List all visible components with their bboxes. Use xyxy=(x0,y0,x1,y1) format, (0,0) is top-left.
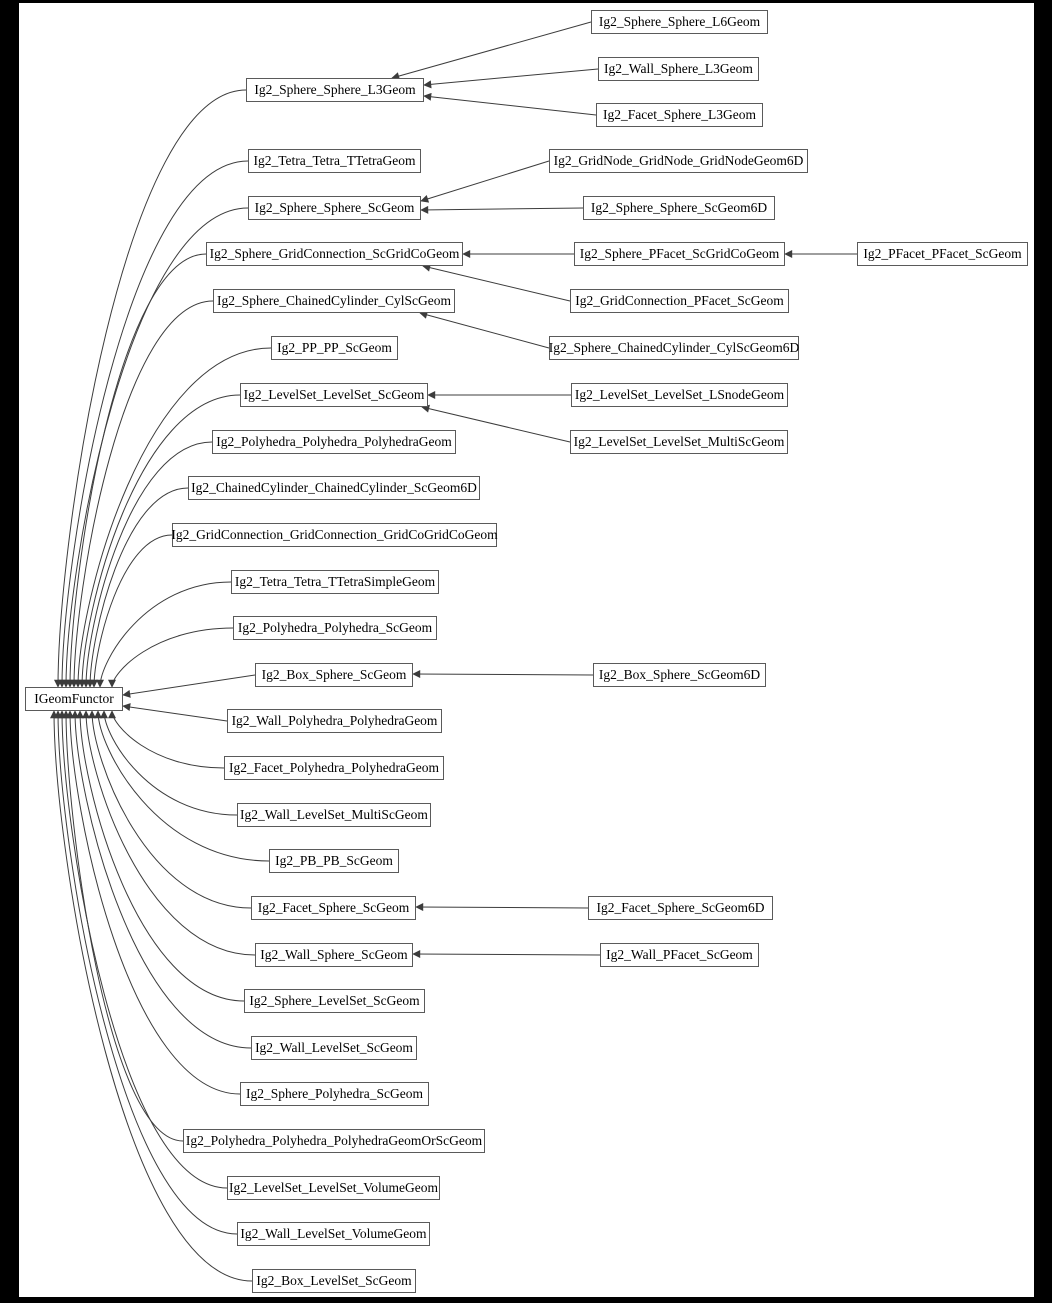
class-node[interactable]: Ig2_GridConnection_GridConnection_GridCo… xyxy=(171,523,498,547)
class-node[interactable]: Ig2_Wall_PFacet_ScGeom xyxy=(600,943,759,967)
class-node[interactable]: Ig2_Sphere_Polyhedra_ScGeom xyxy=(240,1082,429,1106)
class-node[interactable]: Ig2_Wall_Sphere_L3Geom xyxy=(598,57,759,81)
class-node[interactable]: Ig2_Box_Sphere_ScGeom xyxy=(255,663,413,687)
class-node[interactable]: Ig2_GridConnection_PFacet_ScGeom xyxy=(570,289,789,313)
class-node[interactable]: Ig2_Sphere_GridConnection_ScGridCoGeom xyxy=(206,242,463,266)
class-node[interactable]: Ig2_Wall_LevelSet_MultiScGeom xyxy=(237,803,431,827)
class-node[interactable]: Ig2_LevelSet_LevelSet_ScGeom xyxy=(240,383,428,407)
class-node[interactable]: Ig2_Sphere_Sphere_ScGeom xyxy=(248,196,421,220)
class-node[interactable]: Ig2_Tetra_Tetra_TTetraSimpleGeom xyxy=(231,570,439,594)
class-node[interactable]: Ig2_Sphere_PFacet_ScGridCoGeom xyxy=(574,242,785,266)
class-node[interactable]: Ig2_Facet_Polyhedra_PolyhedraGeom xyxy=(224,756,444,780)
class-node[interactable]: Ig2_PFacet_PFacet_ScGeom xyxy=(857,242,1028,266)
class-node[interactable]: Ig2_Sphere_Sphere_ScGeom6D xyxy=(583,196,775,220)
class-node[interactable]: Ig2_Facet_Sphere_ScGeom6D xyxy=(588,896,773,920)
diagram-canvas xyxy=(19,3,1034,1297)
class-node[interactable]: Ig2_Sphere_LevelSet_ScGeom xyxy=(244,989,425,1013)
class-node[interactable]: Ig2_Box_LevelSet_ScGeom xyxy=(252,1269,416,1293)
class-node[interactable]: Ig2_LevelSet_LevelSet_LSnodeGeom xyxy=(571,383,788,407)
class-node[interactable]: Ig2_Tetra_Tetra_TTetraGeom xyxy=(248,149,421,173)
class-node[interactable]: Ig2_Facet_Sphere_ScGeom xyxy=(251,896,416,920)
class-node[interactable]: Ig2_Sphere_ChainedCylinder_CylScGeom6D xyxy=(549,336,799,360)
class-node[interactable]: Ig2_LevelSet_LevelSet_MultiScGeom xyxy=(570,430,788,454)
class-node[interactable]: Ig2_ChainedCylinder_ChainedCylinder_ScGe… xyxy=(188,476,480,500)
class-node[interactable]: Ig2_Facet_Sphere_L3Geom xyxy=(596,103,763,127)
class-node[interactable]: Ig2_GridNode_GridNode_GridNodeGeom6D xyxy=(549,149,808,173)
class-node[interactable]: Ig2_Polyhedra_Polyhedra_PolyhedraGeomOrS… xyxy=(183,1129,485,1153)
class-node[interactable]: Ig2_Wall_LevelSet_VolumeGeom xyxy=(237,1222,430,1246)
class-node[interactable]: Ig2_Wall_Sphere_ScGeom xyxy=(255,943,413,967)
class-node[interactable]: Ig2_PB_PB_ScGeom xyxy=(269,849,399,873)
class-node[interactable]: Ig2_Box_Sphere_ScGeom6D xyxy=(593,663,766,687)
class-node[interactable]: Ig2_Sphere_Sphere_L3Geom xyxy=(246,78,424,102)
class-node[interactable]: Ig2_Wall_Polyhedra_PolyhedraGeom xyxy=(227,709,442,733)
class-node-root[interactable]: IGeomFunctor xyxy=(25,687,123,711)
class-node[interactable]: Ig2_PP_PP_ScGeom xyxy=(271,336,398,360)
class-node[interactable]: Ig2_Polyhedra_Polyhedra_ScGeom xyxy=(233,616,437,640)
class-node[interactable]: Ig2_LevelSet_LevelSet_VolumeGeom xyxy=(227,1176,440,1200)
class-node[interactable]: Ig2_Wall_LevelSet_ScGeom xyxy=(251,1036,417,1060)
class-node[interactable]: Ig2_Sphere_ChainedCylinder_CylScGeom xyxy=(213,289,455,313)
class-node[interactable]: Ig2_Polyhedra_Polyhedra_PolyhedraGeom xyxy=(212,430,456,454)
class-node[interactable]: Ig2_Sphere_Sphere_L6Geom xyxy=(591,10,768,34)
